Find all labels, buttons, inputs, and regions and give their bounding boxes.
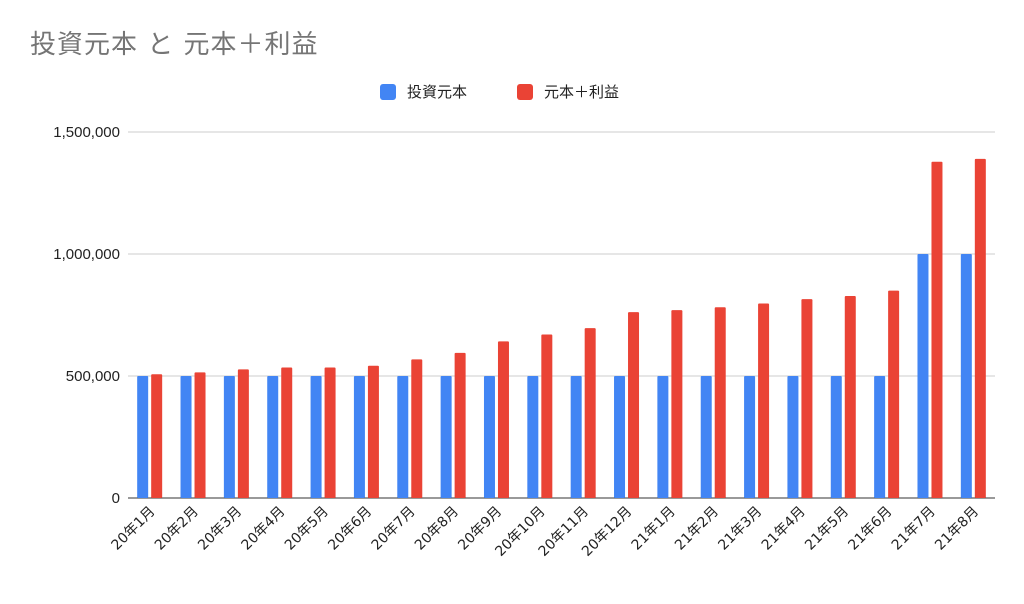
bar-principal-plus-profit [844, 295, 856, 498]
bar-principal [570, 376, 582, 498]
bar-principal [614, 376, 626, 498]
chart-title: 投資元本 と 元本＋利益 [30, 30, 319, 60]
bar-principal-plus-profit [151, 374, 163, 498]
x-tick-label: 21年3月 [715, 504, 765, 554]
x-tick-label: 20年6月 [325, 504, 375, 554]
x-tick-label: 20年7月 [369, 504, 419, 554]
bar-principal [527, 376, 539, 498]
bar-principal-plus-profit [801, 299, 813, 498]
x-tick-label: 21年4月 [759, 504, 809, 554]
bar-principal-plus-profit [454, 352, 466, 498]
x-tick-label: 20年2月 [152, 504, 202, 554]
bar-principal-plus-profit [671, 310, 683, 498]
x-tick-label: 21年5月 [802, 504, 852, 554]
y-tick-label: 1,000,000 [53, 246, 120, 263]
x-tick-label: 21年2月 [672, 504, 722, 554]
bar-principal [353, 376, 365, 498]
bar-principal-plus-profit [714, 307, 726, 498]
bar-principal-plus-profit [974, 158, 986, 498]
legend-swatch [517, 84, 533, 100]
bar-principal [440, 376, 452, 498]
bar-principal-plus-profit [194, 372, 206, 498]
bar-principal [917, 254, 929, 498]
x-tick-label: 20年4月 [239, 504, 289, 554]
y-tick-label: 500,000 [66, 368, 120, 385]
bar-principal-plus-profit [324, 367, 336, 498]
bar-principal [830, 376, 842, 498]
bar-principal-plus-profit [367, 365, 379, 498]
legend-swatch [380, 84, 396, 100]
bar-principal [223, 376, 235, 498]
legend-label: 元本＋利益 [544, 83, 619, 101]
bar-principal-plus-profit [411, 359, 423, 498]
bar-principal [700, 376, 712, 498]
bar-principal-plus-profit [931, 161, 943, 498]
y-tick-label: 0 [112, 490, 120, 507]
bar-principal [874, 376, 886, 498]
legend-label: 投資元本 [407, 83, 467, 101]
x-tick-label: 20年1月 [108, 504, 158, 554]
bar-principal [744, 376, 756, 498]
y-axis-ticks: 0 500,000 1,000,000 1,500,000 [53, 124, 120, 507]
x-axis-ticks: 20年1月20年2月20年3月20年4月20年5月20年6月20年7月20年8月… [108, 504, 982, 560]
bar-principal-plus-profit [758, 303, 770, 498]
bar-principal-plus-profit [497, 341, 509, 498]
x-tick-label: 20年3月 [195, 504, 245, 554]
bars [137, 158, 986, 498]
bar-principal-plus-profit [584, 328, 596, 498]
bar-principal-plus-profit [888, 290, 900, 498]
x-tick-label: 21年8月 [932, 504, 982, 554]
x-tick-label: 20年8月 [412, 504, 462, 554]
bar-principal [180, 376, 192, 498]
x-tick-label: 20年5月 [282, 504, 332, 554]
x-tick-label: 21年7月 [889, 504, 939, 554]
x-tick-label: 21年6月 [845, 504, 895, 554]
bar-principal [787, 376, 799, 498]
y-tick-label: 1,500,000 [53, 124, 120, 141]
bar-principal [960, 254, 972, 498]
bar-principal [137, 376, 149, 498]
bar-principal-plus-profit [541, 334, 553, 498]
x-tick-label: 21年1月 [629, 504, 679, 554]
bar-principal-plus-profit [237, 369, 249, 498]
bar-principal-plus-profit [281, 367, 293, 498]
bar-principal [657, 376, 669, 498]
bar-principal [397, 376, 409, 498]
bar-principal [267, 376, 279, 498]
legend: 投資元本 元本＋利益 [380, 83, 619, 101]
bar-principal-plus-profit [628, 312, 640, 498]
bar-principal [483, 376, 495, 498]
bar-principal [310, 376, 322, 498]
gridlines [128, 131, 995, 499]
